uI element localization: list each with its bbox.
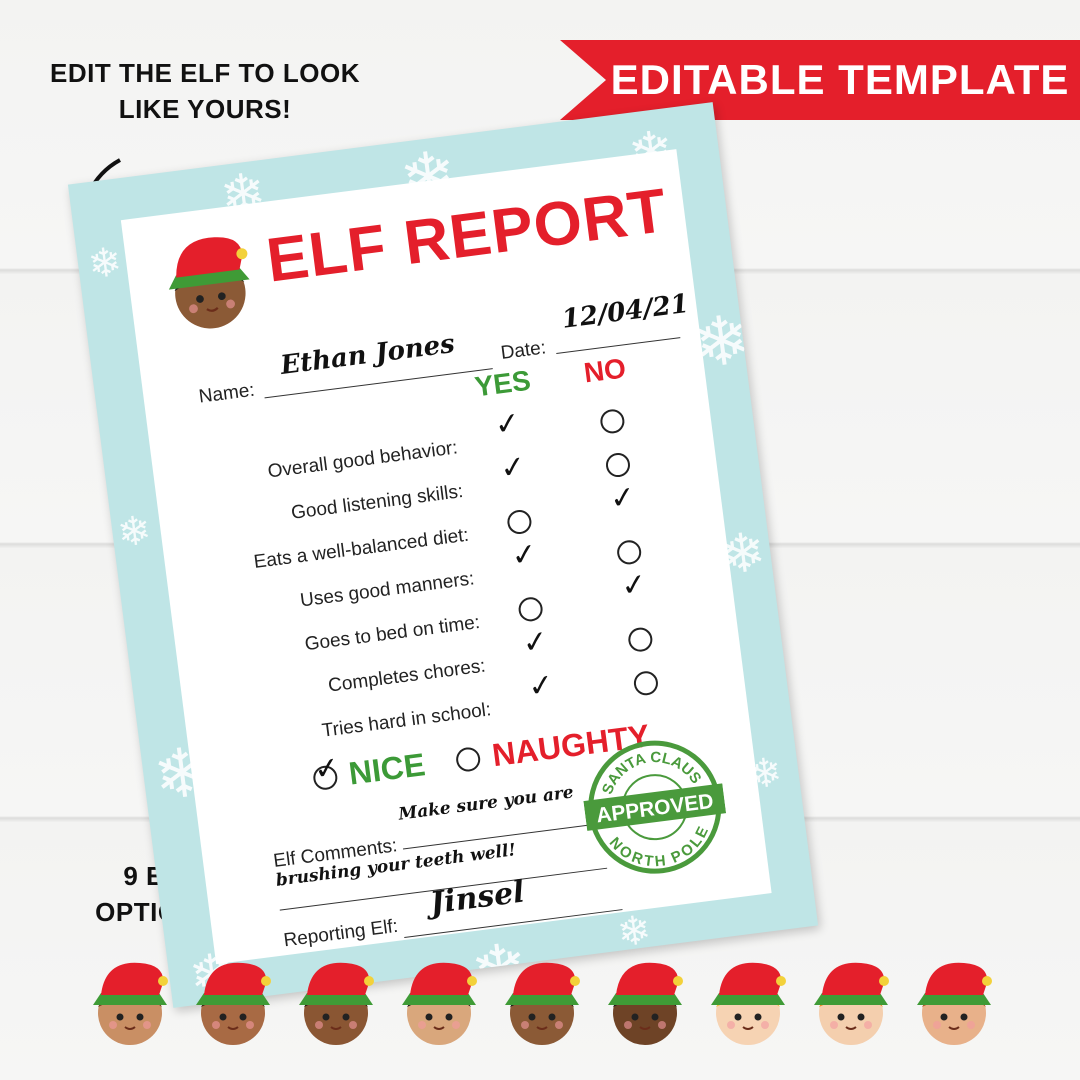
- elf-option-4[interactable]: [394, 955, 484, 1055]
- edit-elf-callout: EDIT THE ELF TO LOOK LIKE YOURS!: [50, 58, 360, 124]
- no-header: NO: [582, 352, 628, 389]
- criteria-label: Uses good manners:: [299, 568, 476, 612]
- nice-label: NICE: [346, 746, 428, 792]
- no-checkbox[interactable]: [632, 669, 660, 697]
- editable-template-banner: EDITABLE TEMPLATE: [560, 40, 1080, 120]
- no-checkbox[interactable]: [626, 626, 654, 654]
- elf-options-row: [85, 955, 1005, 1055]
- snowflake-icon: ❄: [114, 508, 154, 556]
- yes-checkbox[interactable]: ✓: [510, 537, 539, 579]
- no-checkbox[interactable]: ✓: [619, 568, 648, 610]
- yes-header: YES: [472, 364, 533, 403]
- snowflake-icon: ❄: [614, 907, 654, 956]
- check-icon: ✓: [608, 480, 638, 517]
- criteria-label: Goes to bed on time:: [303, 611, 482, 656]
- snowflake-icon: ❄: [85, 239, 125, 288]
- no-checkbox[interactable]: [615, 538, 643, 566]
- stamp-bottom-text: NORTH POLE: [604, 822, 715, 876]
- yes-checkbox[interactable]: ✓: [521, 625, 550, 667]
- criteria-label: Tries hard in school:: [320, 699, 493, 742]
- date-label: Date:: [499, 337, 548, 364]
- report-sheet: ELF REPORT Name: Ethan Jones Date: 12/04…: [120, 149, 772, 965]
- criteria-label: Overall good behavior:: [266, 437, 459, 483]
- date-value: 12/04/21: [560, 288, 691, 335]
- criteria-label: Eats a well-balanced diet:: [252, 524, 471, 574]
- yes-checkbox[interactable]: [506, 508, 533, 536]
- name-field[interactable]: Ethan Jones: [258, 324, 493, 399]
- naughty-radio[interactable]: [455, 745, 482, 773]
- check-icon: ✓: [520, 624, 550, 661]
- no-checkbox[interactable]: [604, 451, 632, 479]
- elf-avatar[interactable]: [153, 224, 265, 345]
- yes-checkbox[interactable]: ✓: [499, 450, 528, 492]
- check-icon: ✓: [492, 406, 523, 443]
- reporter-label: Reporting Elf:: [282, 915, 400, 952]
- name-value: Ethan Jones: [278, 328, 457, 381]
- elf-option-3[interactable]: [291, 955, 381, 1055]
- report-title: ELF REPORT: [262, 176, 672, 296]
- check-icon: ✓: [526, 668, 556, 705]
- check-icon: ✓: [509, 537, 539, 574]
- criteria-label: Completes chores:: [326, 655, 487, 697]
- check-icon: ✓: [312, 750, 342, 787]
- elf-option-1[interactable]: [85, 955, 175, 1055]
- nice-radio[interactable]: ✓: [311, 751, 341, 791]
- criteria-label: Good listening skills:: [289, 481, 465, 524]
- date-field[interactable]: 12/04/21: [550, 289, 691, 354]
- elf-option-5[interactable]: [497, 955, 587, 1055]
- no-checkbox[interactable]: ✓: [608, 480, 637, 522]
- name-label: Name:: [197, 379, 256, 408]
- comments-line1: Make sure you are: [397, 782, 575, 825]
- svg-text:NORTH POLE: NORTH POLE: [604, 822, 715, 876]
- elf-option-2[interactable]: [188, 955, 278, 1055]
- elf-option-6[interactable]: [600, 955, 690, 1055]
- elf-option-7[interactable]: [703, 955, 793, 1055]
- check-icon: ✓: [498, 449, 528, 486]
- yes-checkbox[interactable]: ✓: [493, 406, 522, 448]
- check-icon: ✓: [619, 567, 649, 604]
- elf-report-card: ❄❄❄❄❄❄❄❄❄❄❄❄ ELF REPORT Name: Ethan Jone…: [67, 102, 819, 1008]
- no-checkbox[interactable]: [598, 407, 626, 435]
- yes-checkbox[interactable]: [517, 595, 545, 623]
- yes-checkbox[interactable]: ✓: [526, 668, 555, 710]
- elf-option-8[interactable]: [806, 955, 896, 1055]
- approved-stamp: SANTA CLAUS APPROVED NORTH POLE: [583, 740, 727, 877]
- elf-option-9[interactable]: [909, 955, 999, 1055]
